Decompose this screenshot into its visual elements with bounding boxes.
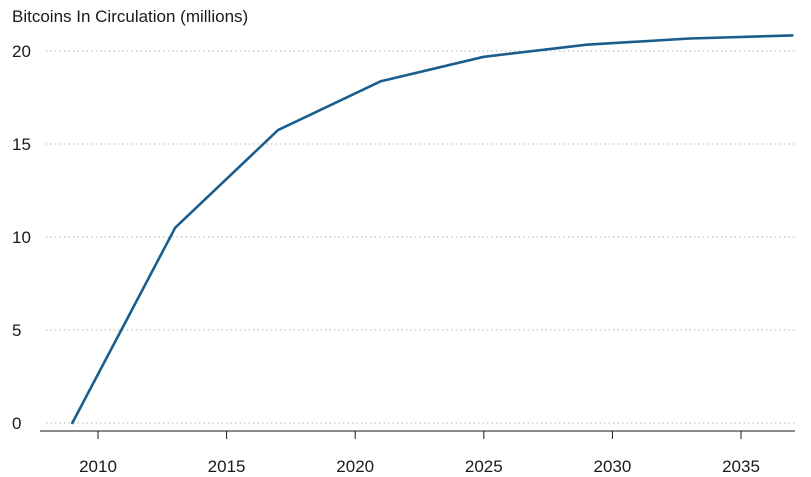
x-tick-label-2015: 2015 <box>208 457 246 476</box>
data-point-2037 <box>791 34 793 36</box>
x-tick-label-2020: 2020 <box>336 457 374 476</box>
x-tick-label-2035: 2035 <box>722 457 760 476</box>
y-tick-labels: 0 5 10 15 20 <box>12 42 31 433</box>
data-point-2017 <box>277 129 279 131</box>
y-tick-label-20: 20 <box>12 42 31 61</box>
x-tick-label-2010: 2010 <box>79 457 117 476</box>
x-tick-label-2030: 2030 <box>593 457 631 476</box>
y-tick-label-15: 15 <box>12 135 31 154</box>
data-point-2009 <box>71 422 73 424</box>
chart-title: Bitcoins In Circulation (millions) <box>12 7 249 26</box>
x-tick-label-2025: 2025 <box>465 457 503 476</box>
x-tick-labels: 2010 2015 2020 2025 2030 2035 <box>79 457 760 476</box>
x-axis <box>40 430 795 439</box>
data-point-2029 <box>585 43 587 45</box>
data-point-2013 <box>174 227 176 229</box>
gridlines <box>46 50 795 424</box>
y-tick-label-10: 10 <box>12 228 31 247</box>
series-layer <box>71 34 794 425</box>
series-line-0 <box>71 34 794 425</box>
data-point-2025 <box>483 56 485 58</box>
data-point-2033 <box>688 37 690 39</box>
y-tick-label-0: 0 <box>12 414 21 433</box>
y-tick-label-5: 5 <box>12 321 21 340</box>
data-point-2021 <box>380 80 382 82</box>
